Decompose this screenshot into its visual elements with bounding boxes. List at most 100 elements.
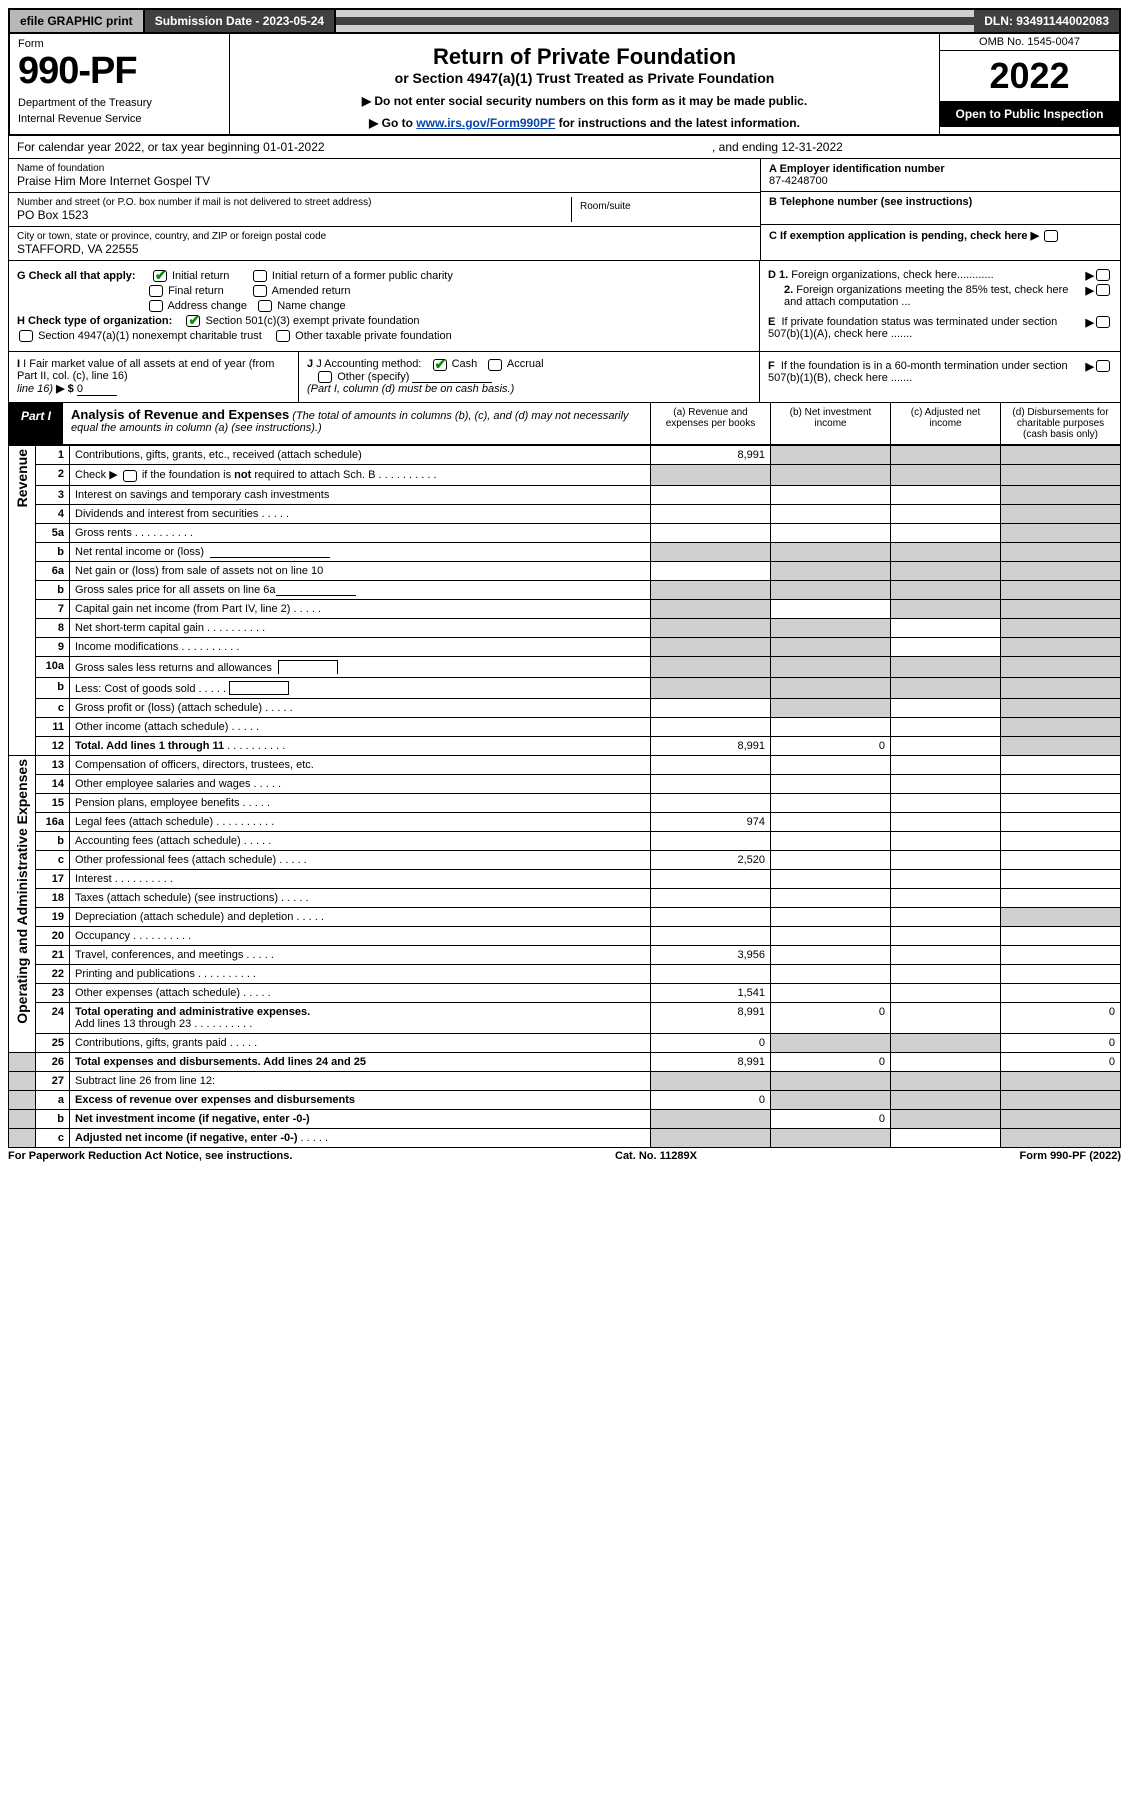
line1-a: 8,991 bbox=[651, 446, 771, 465]
part1-title-cell: Analysis of Revenue and Expenses (The to… bbox=[63, 403, 650, 444]
line21-desc: Travel, conferences, and meetings bbox=[70, 945, 651, 964]
table-row: bAccounting fees (attach schedule) bbox=[9, 831, 1121, 850]
table-row: 19Depreciation (attach schedule) and dep… bbox=[9, 907, 1121, 926]
address-label: Number and street (or P.O. box number if… bbox=[17, 197, 571, 208]
cal-lead: For calendar year 2022, or tax year begi… bbox=[17, 140, 263, 154]
table-row: cOther professional fees (attach schedul… bbox=[9, 850, 1121, 869]
line12-b: 0 bbox=[771, 736, 891, 755]
line7-desc: Capital gain net income (from Part IV, l… bbox=[70, 599, 651, 618]
col-a-header: (a) Revenue and expenses per books bbox=[650, 403, 770, 444]
table-row: bGross sales price for all assets on lin… bbox=[9, 580, 1121, 599]
initial-return-label: Initial return bbox=[172, 270, 229, 282]
name-change-checkbox[interactable] bbox=[258, 300, 272, 312]
id-left: Name of foundation Praise Him More Inter… bbox=[9, 159, 760, 260]
line11-desc: Other income (attach schedule) bbox=[70, 717, 651, 736]
h-4947-label: Section 4947(a)(1) nonexempt charitable … bbox=[38, 330, 262, 342]
i-arrow: ▶ $ bbox=[56, 383, 74, 395]
line6a-desc: Net gain or (loss) from sale of assets n… bbox=[70, 561, 651, 580]
table-row: 8Net short-term capital gain bbox=[9, 618, 1121, 637]
dln: DLN: 93491144002083 bbox=[974, 10, 1119, 32]
c-exemption-row: C If exemption application is pending, c… bbox=[761, 225, 1120, 246]
line10b-desc: Less: Cost of goods sold bbox=[70, 677, 651, 698]
table-row: 20Occupancy bbox=[9, 926, 1121, 945]
g-row: G Check all that apply: Initial return I… bbox=[17, 270, 751, 282]
line2-desc: Check ▶ if the foundation is not require… bbox=[70, 465, 651, 485]
d1-checkbox[interactable] bbox=[1096, 269, 1110, 281]
h-row2: Section 4947(a)(1) nonexempt charitable … bbox=[17, 330, 751, 342]
final-return-checkbox[interactable] bbox=[149, 285, 163, 297]
line26-a: 8,991 bbox=[651, 1052, 771, 1071]
phone-cell: B Telephone number (see instructions) bbox=[761, 192, 1120, 225]
instr-ssn: ▶ Do not enter social security numbers o… bbox=[240, 94, 929, 108]
line18-desc: Taxes (attach schedule) (see instruction… bbox=[70, 888, 651, 907]
j-accrual-label: Accrual bbox=[507, 358, 544, 370]
address-change-checkbox[interactable] bbox=[149, 300, 163, 312]
line27b-desc: Net investment income (if negative, ente… bbox=[70, 1109, 651, 1128]
j-other-label: Other (specify) bbox=[337, 371, 409, 383]
j-cash-checkbox[interactable] bbox=[433, 359, 447, 371]
line21-a: 3,956 bbox=[651, 945, 771, 964]
line27c-desc: Adjusted net income (if negative, enter … bbox=[70, 1128, 651, 1147]
h-4947-checkbox[interactable] bbox=[19, 330, 33, 342]
table-row: 25Contributions, gifts, grants paid00 bbox=[9, 1033, 1121, 1052]
h-501c3-checkbox[interactable] bbox=[186, 315, 200, 327]
submission-date: Submission Date - 2023-05-24 bbox=[145, 10, 336, 32]
g-row2: Final return Amended return bbox=[17, 285, 751, 297]
line25-d: 0 bbox=[1001, 1033, 1121, 1052]
j-accrual-checkbox[interactable] bbox=[488, 359, 502, 371]
part1-header: Part I Analysis of Revenue and Expenses … bbox=[8, 403, 1121, 445]
i-value: 0 bbox=[77, 383, 117, 396]
irs-label: Internal Revenue Service bbox=[18, 113, 221, 125]
table-row: 15Pension plans, employee benefits bbox=[9, 793, 1121, 812]
table-row: Revenue 1Contributions, gifts, grants, e… bbox=[9, 446, 1121, 465]
address-cell: Number and street (or P.O. box number if… bbox=[17, 197, 572, 222]
cal-mid: , and ending bbox=[712, 140, 781, 154]
line25-desc: Contributions, gifts, grants paid bbox=[70, 1033, 651, 1052]
line9-desc: Income modifications bbox=[70, 637, 651, 656]
initial-former-label: Initial return of a former public charit… bbox=[272, 270, 453, 282]
top-bar: efile GRAPHIC print Submission Date - 20… bbox=[8, 8, 1121, 34]
part1-title: Analysis of Revenue and Expenses bbox=[71, 407, 289, 422]
column-headers: (a) Revenue and expenses per books (b) N… bbox=[650, 403, 1120, 444]
line26-desc: Total expenses and disbursements. Add li… bbox=[70, 1052, 651, 1071]
line16c-a: 2,520 bbox=[651, 850, 771, 869]
city-label: City or town, state or province, country… bbox=[17, 231, 752, 242]
amended-return-label: Amended return bbox=[272, 285, 351, 297]
d2-checkbox[interactable] bbox=[1096, 284, 1110, 296]
efile-print-button[interactable]: efile GRAPHIC print bbox=[10, 10, 145, 32]
instr-pre: ▶ Go to bbox=[369, 116, 416, 130]
schb-checkbox[interactable] bbox=[123, 470, 137, 482]
form-title: Return of Private Foundation bbox=[240, 44, 929, 70]
room-cell: Room/suite bbox=[572, 197, 752, 222]
initial-return-checkbox[interactable] bbox=[153, 270, 167, 282]
irs-link[interactable]: www.irs.gov/Form990PF bbox=[416, 116, 555, 130]
e-checkbox[interactable] bbox=[1096, 316, 1110, 328]
d1-row: D 1. D 1. Foreign organizations, check h… bbox=[768, 269, 1112, 282]
f-checkbox[interactable] bbox=[1096, 360, 1110, 372]
form-subtitle: or Section 4947(a)(1) Trust Treated as P… bbox=[240, 70, 929, 86]
expenses-label: Operating and Administrative Expenses bbox=[14, 759, 30, 1024]
table-row: 18Taxes (attach schedule) (see instructi… bbox=[9, 888, 1121, 907]
initial-former-checkbox[interactable] bbox=[253, 270, 267, 282]
revenue-label: Revenue bbox=[14, 449, 30, 507]
foundation-name-cell: Name of foundation Praise Him More Inter… bbox=[9, 159, 760, 193]
line20-desc: Occupancy bbox=[70, 926, 651, 945]
line16a-a: 974 bbox=[651, 812, 771, 831]
j-other-checkbox[interactable] bbox=[318, 371, 332, 383]
h-other-checkbox[interactable] bbox=[276, 330, 290, 342]
form-label: Form bbox=[18, 38, 221, 50]
line23-desc: Other expenses (attach schedule) bbox=[70, 983, 651, 1002]
amended-return-checkbox[interactable] bbox=[253, 285, 267, 297]
calendar-year-row: For calendar year 2022, or tax year begi… bbox=[8, 136, 1121, 159]
line5b-desc: Net rental income or (loss) bbox=[70, 542, 651, 561]
line5a-desc: Gross rents bbox=[70, 523, 651, 542]
line27-desc: Subtract line 26 from line 12: bbox=[70, 1071, 651, 1090]
header-center: Return of Private Foundation or Section … bbox=[230, 34, 939, 134]
col-d-header: (d) Disbursements for charitable purpose… bbox=[1000, 403, 1120, 444]
table-row: aExcess of revenue over expenses and dis… bbox=[9, 1090, 1121, 1109]
tax-year: 2022 bbox=[940, 51, 1119, 101]
h-label: H Check type of organization: bbox=[17, 315, 172, 327]
c-checkbox[interactable] bbox=[1044, 230, 1058, 242]
line15-desc: Pension plans, employee benefits bbox=[70, 793, 651, 812]
footer-mid: Cat. No. 11289X bbox=[615, 1150, 697, 1162]
